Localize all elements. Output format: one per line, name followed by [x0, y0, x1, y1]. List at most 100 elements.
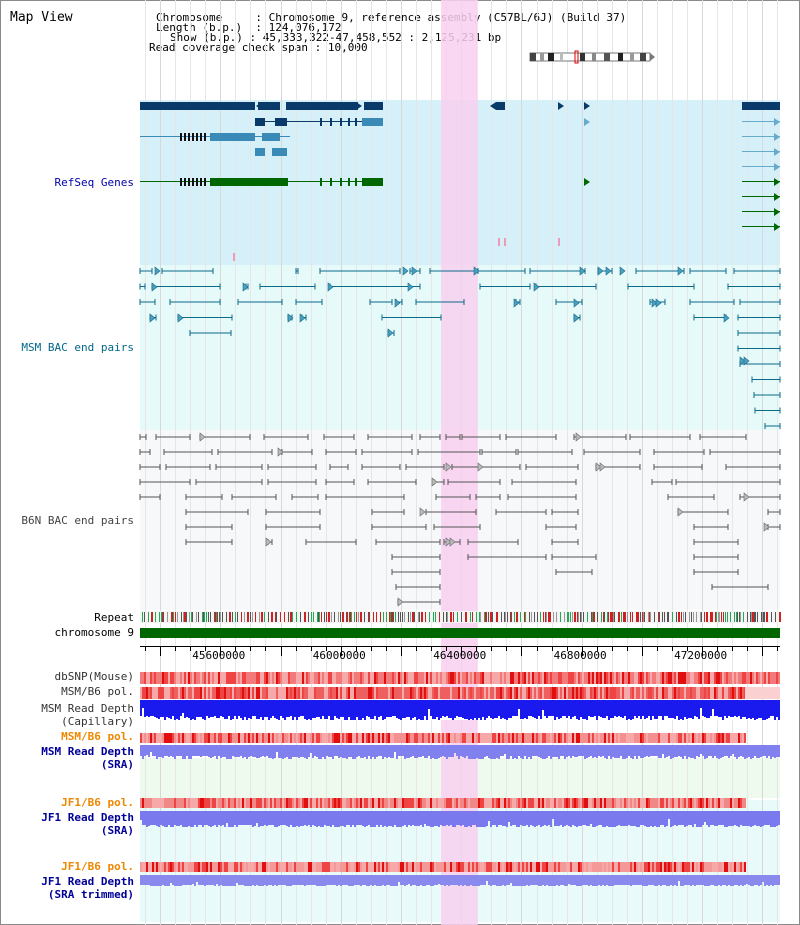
heat-cell	[156, 862, 158, 872]
heat-cell	[590, 798, 592, 808]
heat-cell	[712, 798, 714, 808]
heat-cell	[588, 798, 590, 808]
heat-cell	[568, 687, 570, 699]
refseq-label-text[interactable]: RefSeq Genes	[54, 176, 134, 189]
highlight-region[interactable]	[441, 0, 478, 925]
heat-cell	[594, 862, 596, 872]
dbsnp-track	[140, 672, 780, 684]
heat-cell	[734, 672, 736, 684]
depth-bar	[248, 811, 250, 825]
depth-bar	[246, 700, 248, 720]
heat-cell	[620, 687, 622, 699]
track-label-jf1-depth-sra-2[interactable]: (SRA)	[100, 824, 134, 837]
heat-cell	[450, 798, 452, 808]
depth-bar	[518, 811, 520, 827]
depth-bar	[766, 875, 768, 885]
heat-cell	[478, 733, 480, 743]
track-label-jf1-b6-pol[interactable]: JF1/B6 pol.	[61, 796, 134, 809]
depth-bar	[372, 700, 374, 719]
heat-cell	[714, 687, 716, 699]
depth-bar	[484, 811, 486, 827]
heat-cell	[222, 733, 224, 743]
heat-cell	[322, 687, 324, 699]
depth-bar	[140, 875, 142, 885]
depth-bar	[444, 875, 446, 886]
depth-bar	[702, 700, 704, 716]
depth-bar	[658, 745, 660, 758]
heat-cell	[560, 862, 562, 872]
gene-exon	[192, 178, 194, 186]
repeat-element	[393, 612, 394, 622]
heat-cell	[380, 733, 382, 743]
heat-cell	[518, 672, 520, 684]
depth-bar	[410, 700, 412, 720]
heat-cell	[604, 798, 606, 808]
track-label-jf1-depth-sra-1[interactable]: JF1 Read Depth	[41, 811, 134, 824]
depth-bar	[494, 745, 496, 759]
track-label-msm-bac[interactable]: MSM BAC end pairs	[21, 342, 134, 354]
depth-bar	[478, 700, 480, 718]
heat-cell	[442, 862, 444, 872]
depth-bar	[184, 700, 186, 718]
track-label-chromosome[interactable]: chromosome 9	[54, 626, 134, 639]
depth-bar	[588, 811, 590, 826]
track-label-jf1-b6-pol-2[interactable]: JF1/B6 pol.	[61, 860, 134, 873]
heat-cell	[326, 672, 328, 684]
repeat-element	[624, 612, 626, 622]
track-label-b6n-bac[interactable]: B6N BAC end pairs	[21, 515, 134, 527]
bac-end-marker	[445, 462, 452, 472]
track-label-jf1-depth-trim-2[interactable]: (SRA trimmed)	[47, 888, 134, 901]
heat-cell	[534, 687, 536, 699]
heat-cell	[514, 672, 516, 684]
heat-cell	[428, 862, 430, 872]
depth-bar	[556, 875, 558, 885]
track-label-msm-depth-sra-1[interactable]: MSM Read Depth	[41, 745, 134, 758]
heat-cell	[242, 862, 244, 872]
track-label-jf1-depth-trim-1[interactable]: JF1 Read Depth	[41, 875, 134, 888]
track-label-msm-depth-cap-2[interactable]: (Capillary)	[61, 715, 134, 728]
heat-cell	[176, 672, 178, 684]
repeat-element	[638, 612, 639, 622]
b6n-bac-label-text[interactable]: B6N BAC end pairs	[21, 514, 134, 527]
heat-cell	[144, 798, 146, 808]
depth-bar	[490, 745, 492, 759]
msm-depth-sra-track	[140, 745, 780, 759]
heat-cell	[502, 733, 504, 743]
heat-cell	[274, 687, 276, 699]
depth-bar	[286, 745, 288, 757]
depth-bar	[492, 700, 494, 719]
track-label-msm-b6-pol[interactable]: MSM/B6 pol.	[61, 685, 134, 698]
depth-bar	[142, 745, 144, 759]
heat-cell	[576, 672, 578, 684]
depth-bar	[182, 700, 184, 713]
depth-bar	[414, 745, 416, 758]
track-label-msm-depth-cap-1[interactable]: MSM Read Depth	[41, 702, 134, 715]
heat-cell	[624, 733, 626, 743]
heat-cell	[516, 687, 518, 699]
track-label-msm-depth-sra-2[interactable]: (SRA)	[100, 758, 134, 771]
heat-cell	[420, 687, 422, 699]
track-label-msm-b6-pol-2[interactable]: MSM/B6 pol.	[61, 730, 134, 743]
heat-cell	[514, 687, 516, 699]
heat-cell	[468, 687, 470, 699]
depth-bar	[170, 700, 172, 719]
track-label-dbsnp[interactable]: dbSNP(Mouse)	[54, 670, 134, 683]
depth-bar	[412, 811, 414, 825]
repeat-element	[507, 612, 508, 622]
depth-bar	[582, 745, 584, 756]
heat-cell	[356, 798, 358, 808]
track-label-repeat[interactable]: Repeat	[94, 611, 134, 624]
heat-cell	[146, 672, 148, 684]
heat-cell	[708, 798, 710, 808]
depth-bar	[714, 875, 716, 886]
heat-cell	[464, 798, 466, 808]
heat-cell	[340, 862, 342, 872]
heat-cell	[460, 798, 462, 808]
depth-bar	[300, 745, 302, 757]
track-label-refseq[interactable]: RefSeq Genes	[55, 177, 134, 189]
heat-cell	[430, 733, 432, 743]
msm-bac-label-text[interactable]: MSM BAC end pairs	[21, 341, 134, 354]
heat-cell	[148, 798, 150, 808]
depth-bar	[718, 745, 720, 759]
